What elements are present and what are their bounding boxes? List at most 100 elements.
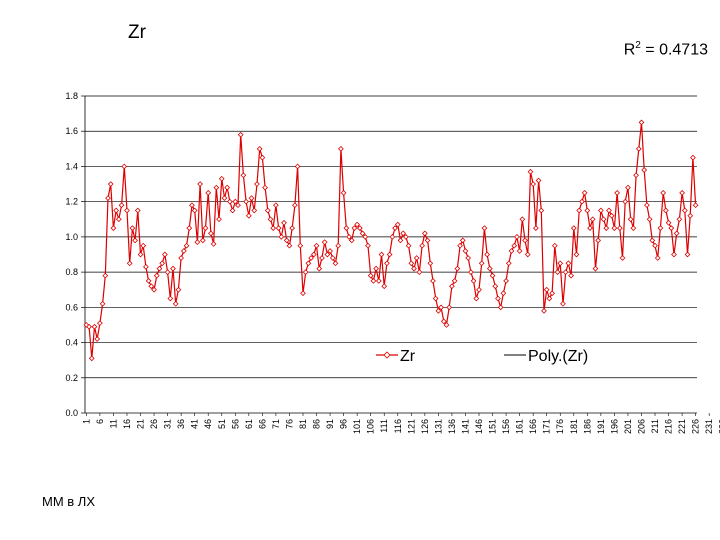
zr-data-point (310, 251, 317, 258)
x-tick-label: 231 (704, 419, 714, 434)
zr-data-point (527, 168, 534, 175)
zr-data-point (662, 207, 669, 214)
zr-data-point (365, 242, 371, 249)
x-tick-label: 166 (528, 419, 538, 434)
zr-data-point (248, 195, 255, 202)
zr-data-point (121, 163, 128, 170)
zr-data-point (649, 237, 656, 244)
zr-data-point (132, 237, 138, 244)
zr-data-point (573, 251, 580, 258)
zr-data-point (524, 251, 531, 258)
zr-data-point (105, 195, 111, 202)
zr-data-point (611, 225, 618, 231)
zr-data-point (522, 237, 528, 244)
x-axis-ticks: 1 6 11 16 21 26 31 36 41 46 51 56 61 66 71 76 81 86 91 96 10… (81, 413, 720, 434)
zr-data-point (500, 290, 507, 297)
zr-data-point (313, 242, 320, 249)
zr-data-point (446, 304, 453, 311)
x-tick-label: 86 (312, 419, 322, 429)
zr-data-point (256, 145, 263, 152)
zr-data-point (673, 230, 680, 237)
zr-data-point (273, 202, 279, 209)
x-tick-label: 16 (122, 419, 132, 429)
zr-data-point (625, 184, 631, 191)
zr-data-point (86, 323, 92, 330)
zr-data-point (199, 237, 206, 244)
zr-data-point (227, 198, 233, 205)
zr-data-point (99, 300, 106, 307)
zr-data-point (440, 318, 447, 325)
zr-data-point (140, 242, 147, 249)
zr-data-point (292, 202, 298, 209)
x-tick-label: 171 (542, 419, 552, 434)
zr-data-point (416, 269, 423, 275)
caption: ММ в ЛХ (42, 494, 95, 509)
zr-data-point (476, 286, 482, 293)
zr-data-point (427, 260, 434, 267)
zr-data-point (237, 131, 244, 138)
zr-data-point (224, 184, 231, 191)
zr-data-point (259, 154, 266, 161)
zr-data-point (692, 202, 699, 209)
x-tick-label: 221 (677, 419, 687, 434)
zr-data-point (459, 237, 466, 244)
x-tick-label: 96 (339, 419, 349, 429)
x-tick-label: 191 (596, 419, 606, 434)
zr-data-point (554, 269, 561, 275)
zr-data-point (595, 237, 602, 244)
zr-data-point (641, 167, 648, 173)
zr-data-point (270, 225, 277, 231)
zr-data-point (286, 242, 293, 249)
zr-data-point (421, 230, 428, 237)
zr-data-point (281, 219, 287, 226)
zr-data-point (668, 225, 675, 231)
zr-data-point (216, 216, 222, 223)
x-tick-label: 36 (176, 419, 186, 429)
zr-data-point (587, 225, 593, 231)
r-squared-annotation: R2 = 0.4713 (624, 40, 708, 59)
zr-data-point (324, 251, 331, 258)
zr-data-point (102, 272, 109, 279)
zr-data-point (457, 242, 463, 249)
zr-data-point (302, 269, 309, 275)
x-tick-label: 51 (217, 419, 227, 429)
legend-poly-label: Poly.(Zr) (528, 348, 588, 365)
zr-data-point (275, 225, 282, 231)
zr-data-point (619, 255, 626, 261)
zr-data-point (486, 265, 493, 272)
zr-data-point (362, 234, 369, 240)
zr-data-point (424, 237, 431, 244)
zr-data-point (386, 251, 393, 258)
zr-data-point (145, 278, 152, 284)
zr-data-point (546, 295, 553, 302)
zr-data-point (319, 255, 325, 261)
zr-data-point (191, 207, 198, 214)
zr-data-point (465, 255, 472, 261)
x-tick-label: 151 (488, 419, 498, 434)
zr-data-point (332, 260, 339, 267)
x-tick-label: 71 (271, 419, 281, 429)
zr-data-point (305, 260, 312, 267)
zr-data-point (335, 242, 342, 249)
zr-data-point (381, 283, 388, 290)
zr-series (83, 119, 699, 362)
zr-data-point (514, 234, 520, 240)
zr-data-point (652, 242, 658, 249)
zr-data-point (134, 207, 141, 214)
zr-data-point (638, 119, 645, 126)
zr-data-point (492, 283, 499, 290)
zr-data-point (88, 355, 95, 362)
zr-data-point (254, 181, 260, 187)
zr-data-point (633, 172, 639, 179)
zr-data-point (264, 207, 271, 214)
zr-data-point (321, 239, 328, 246)
zr-data-point (508, 248, 515, 254)
zr-data-point (468, 269, 474, 275)
zr-data-point (600, 216, 607, 223)
zr-data-point (579, 198, 585, 205)
zr-data-point (278, 234, 285, 240)
zr-data-point (608, 212, 615, 219)
x-tick-label: 176 (555, 419, 565, 434)
zr-data-point (329, 255, 336, 261)
